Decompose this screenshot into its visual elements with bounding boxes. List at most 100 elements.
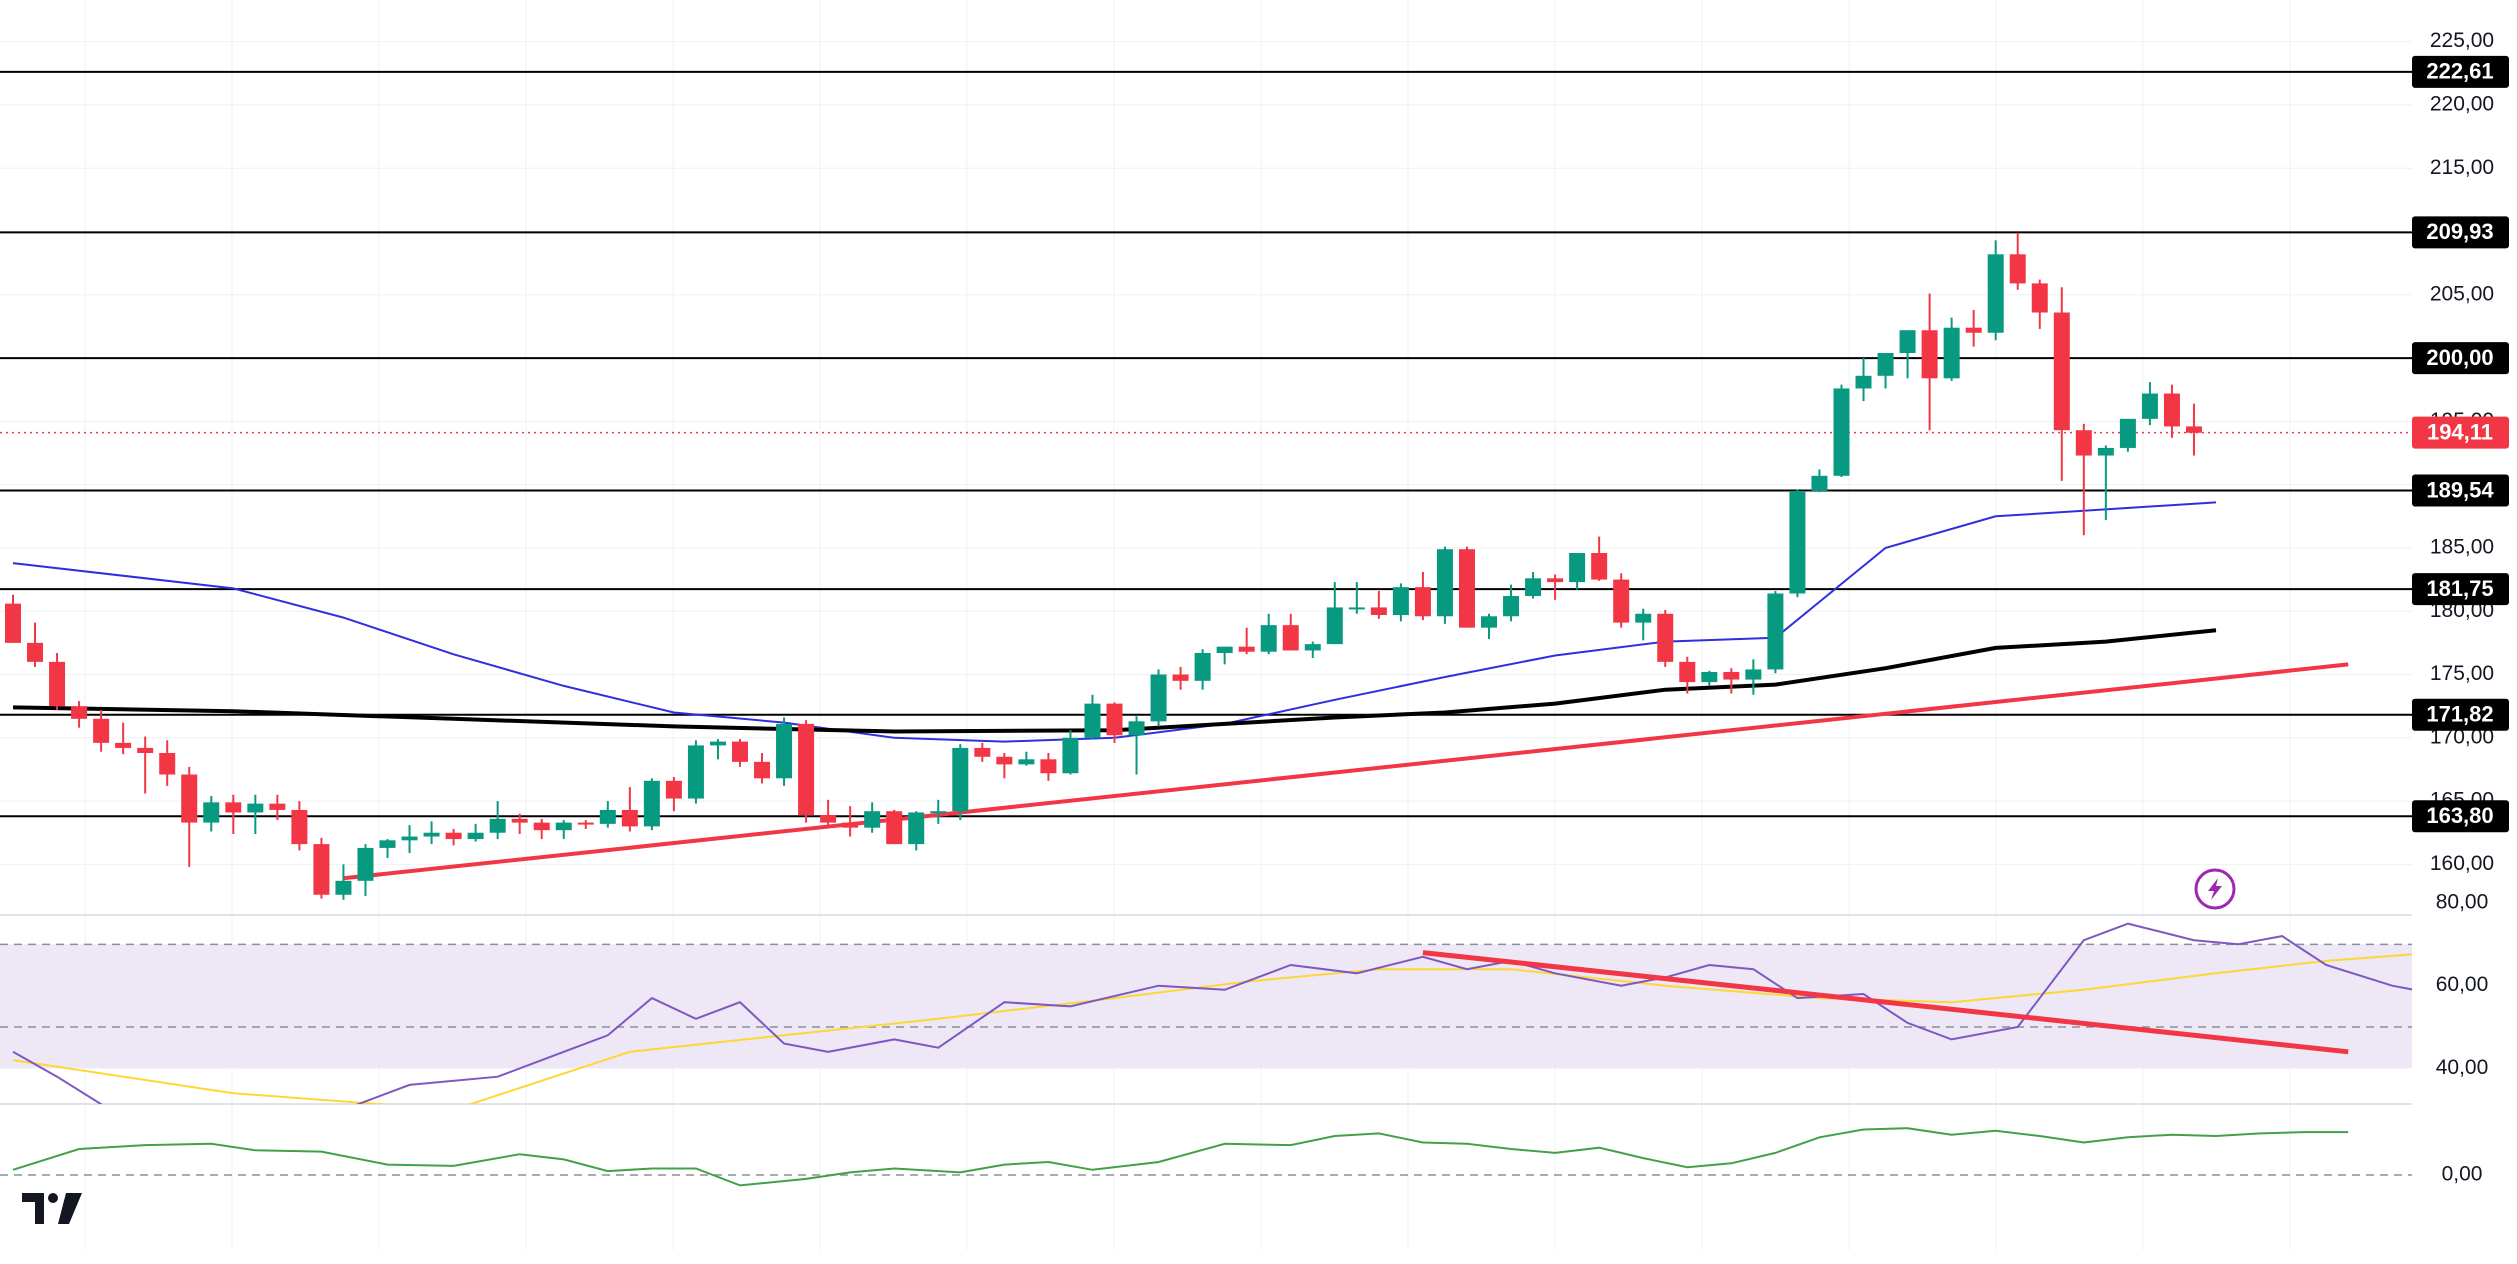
oscillator-pane[interactable] <box>12 1127 2349 1187</box>
candle[interactable] <box>1789 489 1806 598</box>
candle[interactable] <box>159 740 176 786</box>
candle[interactable] <box>1436 546 1453 624</box>
candle[interactable] <box>5 594 21 643</box>
candle[interactable] <box>1084 694 1101 740</box>
oscillator-line[interactable] <box>12 1127 2349 1187</box>
candle[interactable] <box>1569 553 1586 590</box>
candlesticks[interactable] <box>5 232 2202 900</box>
candle[interactable] <box>687 740 704 804</box>
candle[interactable] <box>533 818 550 840</box>
candle[interactable] <box>1238 627 1255 655</box>
candle[interactable] <box>996 752 1013 779</box>
flash-icon[interactable] <box>2194 868 2236 910</box>
rsi-ma-line[interactable] <box>12 953 2517 1110</box>
sma-long-line[interactable] <box>12 628 2217 734</box>
candle[interactable] <box>1062 730 1079 775</box>
candle[interactable] <box>1370 590 1387 619</box>
candle[interactable] <box>731 739 748 767</box>
candle[interactable] <box>599 801 616 828</box>
horizontal-levels[interactable] <box>0 70 2412 818</box>
candle[interactable] <box>1987 240 2004 341</box>
candle[interactable] <box>489 801 506 840</box>
candle[interactable] <box>423 821 440 845</box>
candle[interactable] <box>1767 590 1784 674</box>
candle[interactable] <box>1326 582 1343 645</box>
candle[interactable] <box>1591 536 1608 581</box>
candle[interactable] <box>1723 668 1740 694</box>
candle[interactable] <box>379 839 396 859</box>
rsi-resistance-trendline[interactable] <box>1422 950 2349 1055</box>
candle[interactable] <box>2185 403 2202 456</box>
candle[interactable] <box>2141 382 2158 426</box>
candle[interactable] <box>1701 670 1718 686</box>
candle[interactable] <box>335 864 352 900</box>
candle[interactable] <box>2053 287 2070 481</box>
candle[interactable] <box>842 806 859 837</box>
candle[interactable] <box>401 825 418 853</box>
candle[interactable] <box>1811 469 1828 493</box>
candle[interactable] <box>1216 646 1233 665</box>
candle[interactable] <box>1547 574 1564 600</box>
candle[interactable] <box>952 744 969 821</box>
candle[interactable] <box>930 799 947 824</box>
candle[interactable] <box>115 722 132 755</box>
candle[interactable] <box>1613 573 1630 628</box>
candle[interactable] <box>1172 666 1189 690</box>
tradingview-logo[interactable] <box>22 1193 82 1224</box>
candle[interactable] <box>643 778 660 831</box>
candle[interactable] <box>1745 659 1762 695</box>
chart-icons[interactable] <box>22 868 2236 1224</box>
trendlines[interactable] <box>343 662 2349 881</box>
candle[interactable] <box>445 828 462 846</box>
candle[interactable] <box>1260 613 1277 655</box>
candle[interactable] <box>1679 656 1696 694</box>
candle[interactable] <box>313 837 330 899</box>
candle[interactable] <box>555 820 572 840</box>
candle[interactable] <box>1833 384 1850 478</box>
candle[interactable] <box>709 739 726 760</box>
candle[interactable] <box>2009 232 2026 290</box>
candle[interactable] <box>1921 293 1938 431</box>
candle[interactable] <box>1414 571 1431 621</box>
candle[interactable] <box>2031 279 2048 329</box>
candle[interactable] <box>49 652 66 710</box>
candle[interactable] <box>1348 582 1365 614</box>
rsi-pane[interactable] <box>12 922 2517 1118</box>
candle[interactable] <box>1899 330 1916 379</box>
candle[interactable] <box>181 766 198 867</box>
candle[interactable] <box>908 811 925 851</box>
candle[interactable] <box>577 820 594 829</box>
candle[interactable] <box>1503 584 1520 622</box>
candle[interactable] <box>798 720 815 823</box>
support-trendline[interactable] <box>343 662 2349 881</box>
candle[interactable] <box>27 622 44 667</box>
candle[interactable] <box>1282 613 1299 651</box>
candle[interactable] <box>71 701 88 728</box>
candle[interactable] <box>2097 445 2114 521</box>
candle[interactable] <box>1128 716 1145 775</box>
candle[interactable] <box>1943 317 1960 381</box>
candle[interactable] <box>291 801 308 851</box>
candle[interactable] <box>467 823 484 842</box>
candle[interactable] <box>1481 613 1498 640</box>
candle[interactable] <box>511 813 528 834</box>
candle[interactable] <box>269 794 286 821</box>
candle[interactable] <box>203 796 220 832</box>
candle[interactable] <box>93 709 110 752</box>
candle[interactable] <box>1040 752 1057 781</box>
candle[interactable] <box>1106 702 1123 743</box>
candle[interactable] <box>754 752 771 784</box>
candle[interactable] <box>776 717 793 786</box>
candle[interactable] <box>665 777 682 812</box>
candle[interactable] <box>1392 583 1409 622</box>
candle[interactable] <box>820 799 837 827</box>
candle[interactable] <box>1657 609 1674 667</box>
price-axis[interactable]: 160,00165,00170,00175,00180,00185,00195,… <box>2412 0 2517 1264</box>
candle[interactable] <box>225 794 242 834</box>
candle[interactable] <box>1458 546 1475 628</box>
candle[interactable] <box>1018 751 1035 766</box>
candle[interactable] <box>2075 423 2092 536</box>
candle[interactable] <box>1635 608 1652 641</box>
